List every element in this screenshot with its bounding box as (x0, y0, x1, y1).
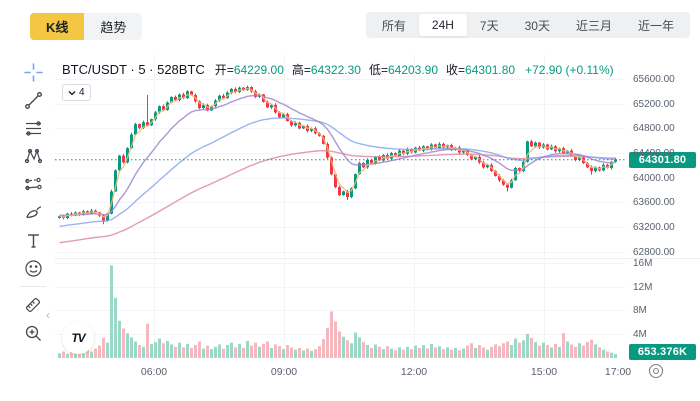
range-24h[interactable]: 24H (418, 14, 467, 36)
indicators-collapse-button[interactable]: 4 (62, 84, 91, 101)
time-tick-label: 15:00 (530, 366, 558, 378)
time-tick-label: 17:00 (604, 366, 632, 378)
high-label: 高= (291, 63, 311, 77)
open-label: 开= (214, 63, 234, 77)
crosshair-icon[interactable] (19, 58, 47, 86)
time-tick-label: 09:00 (270, 366, 298, 378)
time-tick-label: 06:00 (140, 366, 168, 378)
chevron-down-icon (68, 90, 76, 95)
tab-trend[interactable]: 趋势 (84, 13, 143, 40)
price-tick-label: 64800.00 (633, 123, 675, 134)
price-change: +72.90 (+0.11%) (525, 62, 614, 77)
close-label: 收= (446, 63, 466, 77)
time-tick-label: 12:00 (400, 366, 428, 378)
tradingview-logo[interactable]: TV (62, 322, 94, 354)
price-tick-label: 64400.00 (633, 148, 675, 159)
symbol-title: BTC/USDT · 5 · 528BTC (62, 62, 205, 77)
price-tick-label: 65200.00 (633, 99, 675, 110)
price-tick-label: 63600.00 (633, 197, 675, 208)
toolbar-divider (20, 286, 46, 287)
range-all[interactable]: 所有 (381, 18, 406, 33)
text-icon[interactable] (19, 226, 47, 254)
tab-kline[interactable]: K线 (30, 13, 85, 40)
xabcd-pattern-icon[interactable] (19, 142, 47, 170)
ruler-icon[interactable] (19, 291, 47, 319)
volume-tick-label: 12M (633, 282, 653, 293)
drawing-toolbar (15, 58, 51, 347)
range-3m[interactable]: 近三月 (575, 18, 612, 33)
price-tick-label: 64000.00 (633, 173, 675, 184)
range-7d[interactable]: 7天 (479, 18, 499, 33)
current-price-badge: 64301.80 (629, 152, 696, 168)
low-label: 低= (368, 63, 388, 77)
pane-separator[interactable] (55, 258, 700, 259)
emoji-icon[interactable] (19, 254, 47, 282)
candlestick-chart[interactable] (55, 55, 625, 362)
current-volume-badge: 653.376K (629, 344, 696, 360)
price-tick-label: 63200.00 (633, 222, 675, 233)
zoom-in-icon[interactable] (19, 319, 47, 347)
price-tick-label: 62800.00 (633, 247, 675, 258)
brush-icon[interactable] (19, 198, 47, 226)
range-1y[interactable]: 近一年 (637, 18, 674, 33)
trend-line-icon[interactable] (19, 86, 47, 114)
volume-tick-label: 16M (633, 258, 653, 269)
range-30d[interactable]: 30天 (524, 18, 550, 33)
indicator-count: 4 (79, 87, 85, 98)
chart-legend: BTC/USDT · 5 · 528BTC 开=64229.00 高=64322… (62, 61, 614, 78)
open-value: 64229.00 (233, 63, 284, 77)
chart-type-tabs: K线 趋势 (30, 13, 143, 40)
low-value: 64203.90 (387, 63, 439, 77)
forecast-lines-icon[interactable] (19, 170, 47, 198)
timezone-settings-icon[interactable] (649, 364, 663, 378)
price-tick-label: 65600.00 (633, 74, 675, 85)
parallel-lines-icon[interactable] (19, 114, 47, 142)
volume-tick-label: 8M (633, 305, 647, 316)
toolbar-collapse-handle[interactable]: ‹ (46, 308, 50, 322)
close-value: 64301.80 (465, 63, 516, 77)
high-value: 64322.30 (310, 63, 361, 77)
volume-tick-label: 4M (633, 329, 647, 340)
time-range-selector: 所有 24H 7天 30天 近三月 近一年 (365, 12, 690, 38)
